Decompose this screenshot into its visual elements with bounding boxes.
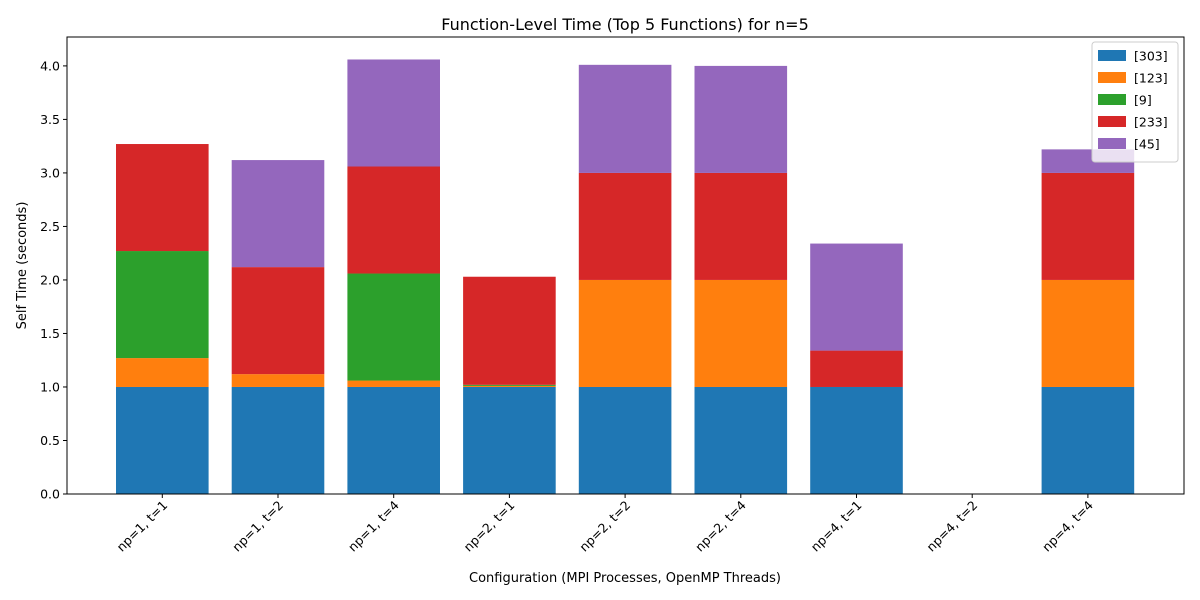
y-axis: 0.0 0.5 1.0 1.5 2.0 2.5 3.0 3.5 4.0: [40, 58, 67, 502]
y-tick-label: 2.5: [40, 219, 60, 234]
legend-label: [45]: [1134, 137, 1160, 152]
bar-segment: [231, 386, 325, 494]
bar-segment: [694, 386, 788, 494]
legend-swatch: [1098, 72, 1126, 83]
bars-group: [116, 59, 1135, 494]
bar-segment: [116, 144, 209, 252]
y-tick-label: 1.5: [40, 326, 60, 341]
bar-segment: [347, 59, 440, 167]
legend-swatch: [1098, 138, 1126, 149]
bar-segment: [578, 386, 672, 494]
bar-segment: [1041, 386, 1135, 494]
bar-segment: [578, 64, 672, 173]
bar-segment: [231, 267, 325, 375]
x-tick-label: np=2, t=2: [576, 498, 633, 555]
bar-segment: [231, 374, 325, 387]
bar-segment: [116, 251, 209, 359]
y-tick-label: 2.0: [40, 272, 60, 287]
bar-segment: [694, 65, 788, 173]
y-axis-label: Self Time (seconds): [15, 202, 30, 330]
legend: [303] [123] [9] [233] [45]: [1091, 41, 1179, 163]
legend-label: [123]: [1134, 71, 1168, 86]
bar-segment: [694, 172, 788, 280]
bar-segment: [810, 243, 903, 351]
bar-segment: [347, 166, 440, 274]
legend-label: [303]: [1134, 49, 1168, 64]
bar-segment: [694, 279, 788, 387]
x-tick-label: np=1, t=2: [229, 498, 286, 555]
y-tick-label: 0.0: [40, 487, 60, 502]
bar-segment: [578, 279, 672, 387]
y-tick-label: 3.5: [40, 112, 60, 127]
x-tick-label: np=2, t=4: [692, 497, 749, 554]
bar-segment: [463, 276, 556, 385]
x-tick-label: np=4, t=1: [808, 498, 865, 555]
x-axis: np=1, t=1 np=1, t=2 np=1, t=4 np=2, t=1 np=2…: [113, 494, 1096, 554]
legend-swatch: [1098, 116, 1126, 127]
y-tick-label: 3.0: [40, 165, 60, 180]
x-tick-label: np=1, t=1: [113, 498, 170, 555]
x-tick-label: np=2, t=1: [461, 498, 518, 555]
y-tick-label: 4.0: [40, 58, 60, 73]
legend-swatch: [1098, 94, 1126, 105]
bar-segment: [1041, 172, 1135, 280]
chart-title: Function-Level Time (Top 5 Functions) fo…: [441, 15, 809, 34]
bar-segment: [1041, 279, 1135, 387]
bar-segment: [231, 160, 325, 268]
y-tick-label: 0.5: [40, 433, 60, 448]
bar-segment: [463, 385, 556, 387]
legend-label: [9]: [1134, 93, 1152, 108]
x-axis-label: Configuration (MPI Processes, OpenMP Thr…: [469, 571, 781, 586]
y-tick-label: 1.0: [40, 379, 60, 394]
bar-segment: [347, 273, 440, 381]
x-tick-label: np=1, t=4: [345, 497, 402, 554]
bar-segment: [578, 172, 672, 280]
legend-label: [233]: [1134, 115, 1168, 130]
bar-segment: [116, 386, 209, 494]
bar-segment: [463, 384, 556, 386]
bar-segment: [810, 350, 903, 387]
bar-segment: [347, 380, 440, 387]
x-tick-label: np=4, t=4: [1039, 497, 1096, 554]
bar-segment: [463, 386, 556, 494]
bar-segment: [347, 386, 440, 494]
x-tick-label: np=4, t=2: [923, 498, 980, 555]
bar-segment: [810, 386, 903, 494]
legend-swatch: [1098, 50, 1126, 61]
bar-segment: [116, 358, 209, 387]
